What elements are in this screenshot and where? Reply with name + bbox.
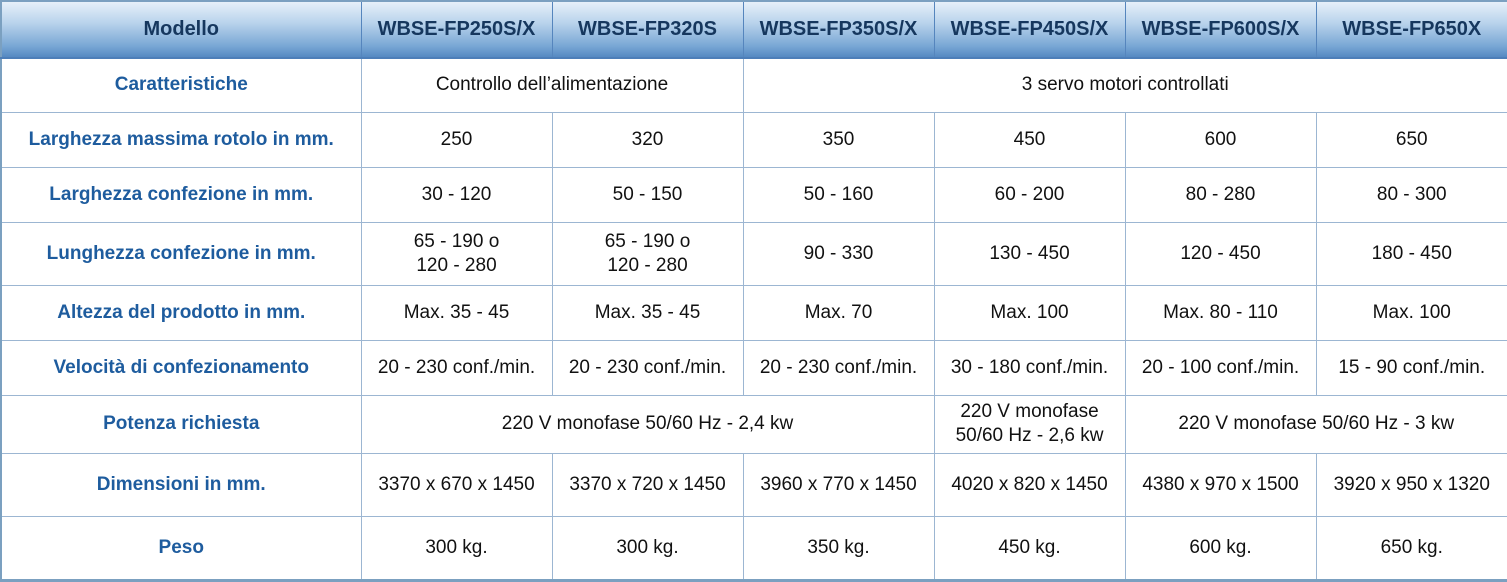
- data-cell: 3370 x 670 x 1450: [360, 452, 553, 517]
- col-header-model-fp650: WBSE-FP650X: [1315, 1, 1507, 59]
- row-larghezza-rotolo: Larghezza massima rotolo in mm. 250 320 …: [0, 111, 1507, 168]
- row-label: Velocità di confezionamento: [0, 339, 362, 396]
- col-header-model-fp250: WBSE-FP250S/X: [360, 1, 553, 59]
- data-cell: 600: [1124, 111, 1317, 168]
- col-header-model-fp450: WBSE-FP450S/X: [933, 1, 1126, 59]
- row-potenza: Potenza richiesta 220 V monofase 50/60 H…: [0, 394, 1507, 454]
- row-label: Larghezza confezione in mm.: [0, 166, 362, 223]
- row-dimensioni: Dimensioni in mm. 3370 x 670 x 1450 3370…: [0, 452, 1507, 517]
- data-cell: 65 - 190 o 120 - 280: [360, 221, 553, 286]
- data-cell: 80 - 300: [1315, 166, 1507, 223]
- data-cell: 80 - 280: [1124, 166, 1317, 223]
- col-header-model-fp320: WBSE-FP320S: [551, 1, 744, 59]
- data-cell: Max. 35 - 45: [551, 284, 744, 341]
- data-cell: 4380 x 970 x 1500: [1124, 452, 1317, 517]
- col-header-modello: Modello: [1, 1, 362, 59]
- data-cell-power-24: 220 V monofase 50/60 Hz - 2,4 kw: [360, 394, 935, 454]
- row-caratteristiche: Caratteristiche Controllo dell’alimentaz…: [0, 57, 1507, 113]
- row-peso: Peso 300 kg. 300 kg. 350 kg. 450 kg. 600…: [0, 515, 1507, 581]
- row-label: Caratteristiche: [0, 57, 362, 113]
- row-label: Larghezza massima rotolo in mm.: [0, 111, 362, 168]
- data-cell: Max. 35 - 45: [360, 284, 553, 341]
- row-label: Dimensioni in mm.: [0, 452, 362, 517]
- data-cell-power-26: 220 V monofase 50/60 Hz - 2,6 kw: [933, 394, 1126, 454]
- data-cell: 450: [933, 111, 1126, 168]
- data-cell: 15 - 90 conf./min.: [1315, 339, 1507, 396]
- row-label: Lunghezza confezione in mm.: [0, 221, 362, 286]
- data-cell: 130 - 450: [933, 221, 1126, 286]
- data-cell: Max. 70: [742, 284, 935, 341]
- data-cell: 3920 x 950 x 1320: [1315, 452, 1507, 517]
- data-cell: 600 kg.: [1124, 515, 1317, 581]
- data-cell: 65 - 190 o 120 - 280: [551, 221, 744, 286]
- row-lunghezza-confezione: Lunghezza confezione in mm. 65 - 190 o 1…: [0, 221, 1507, 286]
- data-cell-feed-control: Controllo dell’alimentazione: [360, 57, 744, 113]
- data-cell: 30 - 120: [360, 166, 553, 223]
- row-altezza-prodotto: Altezza del prodotto in mm. Max. 35 - 45…: [0, 284, 1507, 341]
- data-cell: 90 - 330: [742, 221, 935, 286]
- data-cell: Max. 100: [933, 284, 1126, 341]
- row-label: Altezza del prodotto in mm.: [0, 284, 362, 341]
- data-cell: 350 kg.: [742, 515, 935, 581]
- data-cell: 650 kg.: [1315, 515, 1507, 581]
- data-cell: 320: [551, 111, 744, 168]
- data-cell: 20 - 230 conf./min.: [360, 339, 553, 396]
- data-cell: 180 - 450: [1315, 221, 1507, 286]
- data-cell: 20 - 100 conf./min.: [1124, 339, 1317, 396]
- data-cell: 300 kg.: [360, 515, 553, 581]
- row-label: Potenza richiesta: [0, 394, 362, 454]
- data-cell: 250: [360, 111, 553, 168]
- data-cell: 3370 x 720 x 1450: [551, 452, 744, 517]
- data-cell: 300 kg.: [551, 515, 744, 581]
- data-cell: 4020 x 820 x 1450: [933, 452, 1126, 517]
- col-header-model-fp350: WBSE-FP350S/X: [742, 1, 935, 59]
- data-cell: Max. 80 - 110: [1124, 284, 1317, 341]
- data-cell: 50 - 150: [551, 166, 744, 223]
- data-cell: 20 - 230 conf./min.: [742, 339, 935, 396]
- data-cell: 450 kg.: [933, 515, 1126, 581]
- data-cell: 350: [742, 111, 935, 168]
- row-velocita: Velocità di confezionamento 20 - 230 con…: [0, 339, 1507, 396]
- data-cell-power-3: 220 V monofase 50/60 Hz - 3 kw: [1124, 394, 1507, 454]
- data-cell: 60 - 200: [933, 166, 1126, 223]
- data-cell: Max. 100: [1315, 284, 1507, 341]
- row-label: Peso: [0, 515, 362, 581]
- data-cell: 30 - 180 conf./min.: [933, 339, 1126, 396]
- data-cell: 650: [1315, 111, 1507, 168]
- data-cell: 50 - 160: [742, 166, 935, 223]
- col-header-model-fp600: WBSE-FP600S/X: [1124, 1, 1317, 59]
- row-larghezza-confezione: Larghezza confezione in mm. 30 - 120 50 …: [0, 166, 1507, 223]
- data-cell-servo-motors: 3 servo motori controllati: [742, 57, 1507, 113]
- data-cell: 20 - 230 conf./min.: [551, 339, 744, 396]
- data-cell: 120 - 450: [1124, 221, 1317, 286]
- data-cell: 3960 x 770 x 1450: [742, 452, 935, 517]
- header-row: Modello WBSE-FP250S/X WBSE-FP320S WBSE-F…: [1, 1, 1507, 59]
